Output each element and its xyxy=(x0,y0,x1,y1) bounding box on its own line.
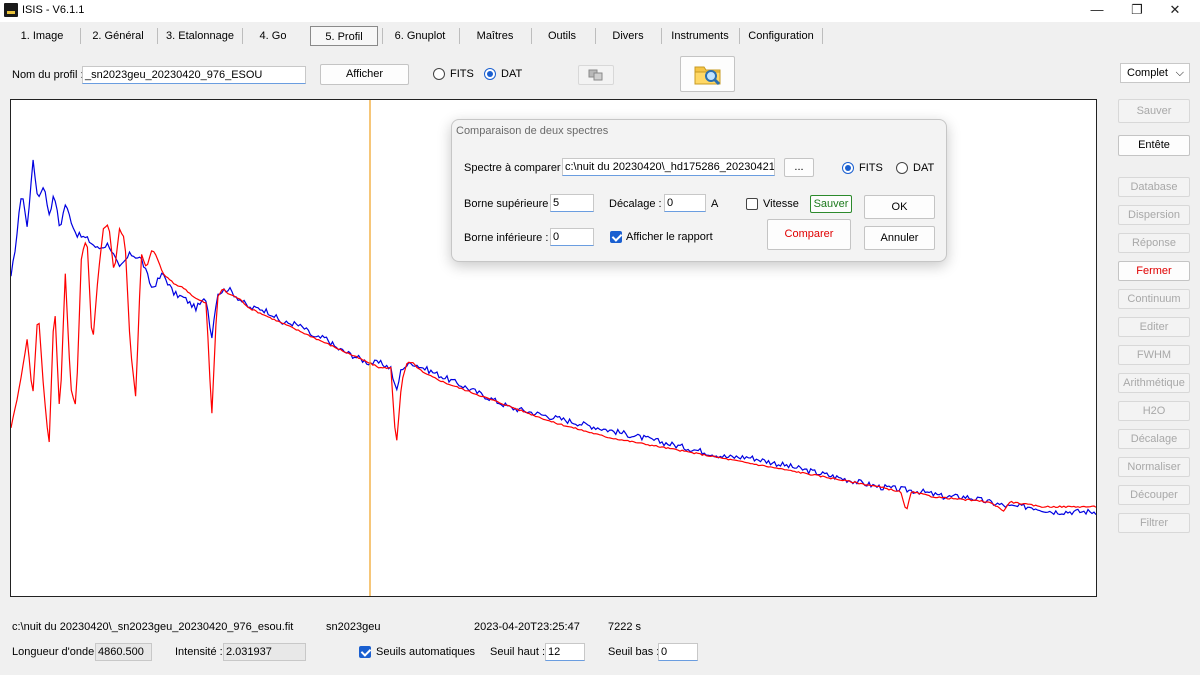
tab-etalonnage[interactable]: 3. Etalonnage xyxy=(166,30,234,42)
database-button[interactable]: Database xyxy=(1118,177,1190,197)
main-tab-bar: 1. Image 2. Général 3. Etalonnage 4. Go … xyxy=(0,26,1200,48)
show-report-checkbox[interactable] xyxy=(610,231,622,243)
tab-gnuplot[interactable]: 6. Gnuplot xyxy=(394,30,446,42)
ok-button[interactable]: OK xyxy=(864,195,935,219)
profile-name-input[interactable]: _sn2023geu_20230420_976_ESOU xyxy=(82,66,306,84)
date-text: 2023-04-20T23:25:47 xyxy=(474,621,580,633)
open-folder-button[interactable] xyxy=(680,56,735,92)
dialog-save-button[interactable]: Sauver xyxy=(810,195,852,213)
tab-outils[interactable]: Outils xyxy=(547,30,577,42)
low-threshold-input[interactable]: 0 xyxy=(658,643,698,661)
cancel-button[interactable]: Annuler xyxy=(864,226,935,250)
spectrum-label: Spectre à comparer : xyxy=(464,162,567,174)
fits-radio[interactable] xyxy=(433,68,445,80)
intensity-label: Intensité : xyxy=(175,646,223,658)
dialog-fits-radio[interactable] xyxy=(842,162,854,174)
lower-bound-label: Borne inférieure : xyxy=(464,232,549,244)
tab-separator xyxy=(739,28,740,44)
arithmetique-button[interactable]: Arithmétique xyxy=(1118,373,1190,393)
decouper-button[interactable]: Découper xyxy=(1118,485,1190,505)
display-mode-select[interactable]: Complet ⌵ xyxy=(1120,63,1190,83)
show-report-label: Afficher le rapport xyxy=(626,231,713,243)
high-threshold-label: Seuil haut : xyxy=(490,646,546,658)
fwhm-button[interactable]: FWHM xyxy=(1118,345,1190,365)
wavelength-label: Longueur d'onde : xyxy=(12,646,101,658)
copy-icon xyxy=(588,69,603,81)
intensity-value: 2.031937 xyxy=(223,643,306,661)
tab-separator xyxy=(157,28,158,44)
title-bar: ISIS - V6.1.1 — ❐ ✕ xyxy=(0,0,1200,22)
close-window-button[interactable]: ✕ xyxy=(1169,2,1181,17)
normaliser-button[interactable]: Normaliser xyxy=(1118,457,1190,477)
tab-separator xyxy=(661,28,662,44)
h2o-button[interactable]: H2O xyxy=(1118,401,1190,421)
tab-profil[interactable]: 5. Profil xyxy=(310,26,378,46)
decalage-button[interactable]: Décalage xyxy=(1118,429,1190,449)
chevron-down-icon: ⌵ xyxy=(1175,67,1184,79)
offset-input[interactable]: 0 xyxy=(664,194,706,212)
tab-image[interactable]: 1. Image xyxy=(20,30,64,42)
minimize-button[interactable]: — xyxy=(1090,2,1104,17)
browse-button[interactable]: ... xyxy=(784,158,814,177)
compare-spectra-dialog: Comparaison de deux spectres Spectre à c… xyxy=(451,119,947,262)
tab-maitres[interactable]: Maîtres xyxy=(476,30,514,42)
series-layer xyxy=(10,159,1097,516)
reponse-button[interactable]: Réponse xyxy=(1118,233,1190,253)
dialog-dat-label: DAT xyxy=(913,162,935,174)
tab-separator xyxy=(459,28,460,44)
tab-instruments[interactable]: Instruments xyxy=(671,30,729,42)
sauver-button[interactable]: Sauver xyxy=(1118,99,1190,123)
high-threshold-input[interactable]: 12 xyxy=(545,643,585,661)
dispersion-button[interactable]: Dispersion xyxy=(1118,205,1190,225)
file-path-text: c:\nuit du 20230420\_sn2023geu_20230420_… xyxy=(12,621,294,633)
compare-button[interactable]: Comparer xyxy=(767,219,851,250)
window-title: ISIS - V6.1.1 xyxy=(22,4,85,16)
dat-radio-label: DAT xyxy=(501,68,523,80)
entete-button[interactable]: Entête xyxy=(1118,135,1190,156)
display-mode-value: Complet xyxy=(1127,67,1168,79)
auto-threshold-checkbox[interactable] xyxy=(359,646,371,658)
dialog-title: Comparaison de deux spectres xyxy=(456,125,609,137)
spectrum-path-input[interactable]: c:\nuit du 20230420\_hd175286_20230421_0… xyxy=(562,158,775,176)
afficher-button[interactable]: Afficher xyxy=(320,64,409,85)
folder-search-icon xyxy=(694,66,720,86)
filtrer-button[interactable]: Filtrer xyxy=(1118,513,1190,533)
lower-bound-input[interactable]: 0 xyxy=(550,228,594,246)
copy-button[interactable] xyxy=(578,65,614,85)
dialog-fits-label: FITS xyxy=(859,162,883,174)
continuum-button[interactable]: Continuum xyxy=(1118,289,1190,309)
tab-separator xyxy=(382,28,383,44)
tab-separator xyxy=(595,28,596,44)
spectrum-chart-svg xyxy=(10,100,1097,596)
fermer-button[interactable]: Fermer xyxy=(1118,261,1190,281)
tab-separator xyxy=(531,28,532,44)
object-name-text: sn2023geu xyxy=(326,621,381,633)
tab-divers[interactable]: Divers xyxy=(612,30,644,42)
offset-label: Décalage : xyxy=(609,198,662,210)
low-threshold-label: Seuil bas : xyxy=(608,646,660,658)
app-logo-icon xyxy=(4,3,18,17)
tab-go[interactable]: 4. Go xyxy=(259,30,287,42)
spectrum-series-red xyxy=(10,224,1097,512)
tab-general[interactable]: 2. Général xyxy=(92,30,144,42)
editer-button[interactable]: Editer xyxy=(1118,317,1190,337)
maximize-button[interactable]: ❐ xyxy=(1131,2,1143,17)
tab-separator xyxy=(822,28,823,44)
speed-label: Vitesse xyxy=(763,198,799,210)
dat-radio[interactable] xyxy=(484,68,496,80)
fits-radio-label: FITS xyxy=(450,68,474,80)
profile-name-label: Nom du profil : xyxy=(12,69,84,81)
dialog-dat-radio[interactable] xyxy=(896,162,908,174)
upper-bound-input[interactable]: 5 xyxy=(550,194,594,212)
auto-threshold-label: Seuils automatiques xyxy=(376,646,476,658)
exposure-text: 7222 s xyxy=(608,621,642,633)
tab-configuration[interactable]: Configuration xyxy=(748,30,814,42)
upper-bound-label: Borne supérieure : xyxy=(464,198,555,210)
offset-unit: A xyxy=(711,198,719,210)
speed-checkbox[interactable] xyxy=(746,198,758,210)
tab-separator xyxy=(242,28,243,44)
tab-separator xyxy=(80,28,81,44)
wavelength-value: 4860.500 xyxy=(95,643,152,661)
